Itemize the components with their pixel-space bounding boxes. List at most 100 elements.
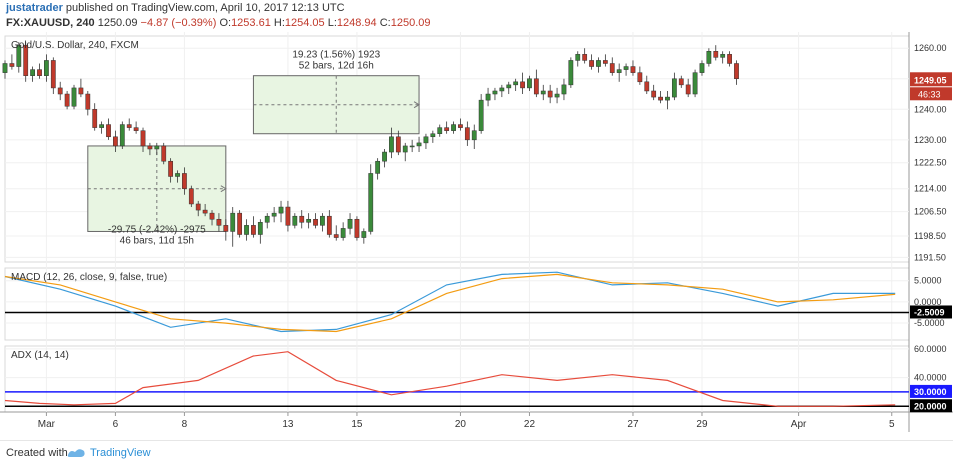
candle[interactable]	[292, 213, 298, 229]
candle[interactable]	[513, 78, 519, 91]
candle[interactable]	[168, 158, 174, 183]
candle[interactable]	[223, 219, 229, 241]
candle[interactable]	[540, 84, 546, 101]
candle[interactable]	[471, 124, 477, 149]
candle[interactable]	[499, 84, 505, 98]
candle[interactable]	[437, 124, 443, 137]
chart-canvas[interactable]: Mar 6 8 13 15 20 22 27 29 Apr 5 1191.50 1198.50 1206.…	[0, 32, 953, 440]
candle[interactable]	[547, 84, 553, 104]
candle[interactable]	[464, 121, 470, 146]
candle[interactable]	[409, 139, 415, 153]
candle[interactable]	[64, 90, 70, 110]
candle[interactable]	[113, 130, 118, 153]
candle[interactable]	[423, 133, 429, 149]
candle[interactable]	[306, 213, 312, 229]
candle[interactable]	[485, 87, 491, 107]
candle[interactable]	[506, 81, 512, 95]
candle[interactable]	[78, 78, 84, 98]
candle[interactable]	[361, 228, 367, 244]
candle[interactable]	[119, 121, 125, 149]
candle[interactable]	[575, 51, 581, 67]
candle[interactable]	[37, 63, 42, 79]
candle[interactable]	[658, 90, 663, 104]
candle[interactable]	[188, 185, 194, 208]
candle[interactable]	[202, 203, 208, 217]
candle[interactable]	[382, 149, 387, 168]
candle[interactable]	[623, 63, 629, 76]
candle[interactable]	[9, 54, 15, 70]
candle[interactable]	[430, 130, 436, 143]
candle[interactable]	[347, 213, 353, 235]
candle[interactable]	[126, 118, 132, 131]
candle[interactable]	[154, 142, 160, 156]
candle[interactable]	[44, 54, 49, 82]
candle[interactable]	[389, 127, 394, 159]
candle[interactable]	[16, 42, 22, 73]
candle[interactable]	[147, 142, 153, 156]
price-pane[interactable]: 1191.50 1198.50 1206.50 1214.00 1222.50 1230.…	[2, 40, 952, 262]
author-link[interactable]: justatrader	[6, 2, 63, 14]
candle[interactable]	[520, 72, 525, 95]
candle[interactable]	[685, 78, 691, 98]
candle[interactable]	[23, 42, 29, 82]
candle[interactable]	[395, 130, 401, 156]
candle[interactable]	[57, 81, 63, 101]
candle[interactable]	[161, 142, 167, 165]
candle[interactable]	[30, 66, 35, 82]
candle[interactable]	[195, 200, 201, 217]
candle[interactable]	[106, 118, 111, 140]
candle[interactable]	[368, 164, 374, 235]
candle[interactable]	[257, 219, 263, 244]
adx-pane[interactable]: 60.0000 40.0000 30.0000 20.0000 ADX (14, 14)	[4, 344, 952, 413]
candle[interactable]	[271, 207, 277, 223]
macd-pane[interactable]: 5.0000 0.0000 -5.0000-2.5009 MACD (12, 26, …	[4, 271, 952, 333]
candle[interactable]	[320, 213, 325, 232]
candle[interactable]	[492, 87, 498, 101]
candle[interactable]	[651, 84, 657, 101]
candle[interactable]	[85, 90, 91, 116]
candle[interactable]	[299, 210, 305, 229]
candle[interactable]	[706, 48, 712, 67]
candle[interactable]	[671, 72, 677, 101]
candle[interactable]	[237, 210, 243, 238]
tradingview-brand-link[interactable]: TradingView	[90, 447, 151, 459]
candle[interactable]	[2, 60, 8, 79]
candle[interactable]	[527, 75, 532, 91]
candle[interactable]	[644, 75, 650, 95]
candle[interactable]	[713, 45, 719, 61]
candle[interactable]	[92, 103, 98, 131]
candle[interactable]	[589, 54, 594, 70]
candle[interactable]	[582, 48, 588, 64]
candle[interactable]	[50, 57, 56, 95]
candle[interactable]	[313, 213, 318, 229]
candle[interactable]	[354, 216, 360, 241]
candle[interactable]	[554, 87, 560, 104]
candle[interactable]	[251, 216, 256, 238]
candle[interactable]	[678, 75, 684, 88]
candle[interactable]	[278, 200, 284, 223]
candle[interactable]	[133, 121, 139, 134]
candle[interactable]	[402, 142, 408, 162]
candle[interactable]	[616, 63, 622, 82]
candle[interactable]	[458, 118, 463, 131]
candle[interactable]	[561, 78, 567, 101]
candle[interactable]	[727, 51, 732, 67]
candle[interactable]	[326, 210, 332, 238]
candle[interactable]	[230, 207, 236, 247]
candle[interactable]	[244, 219, 249, 241]
candle[interactable]	[375, 158, 381, 180]
candle[interactable]	[451, 121, 456, 134]
candle[interactable]	[699, 60, 705, 76]
candle[interactable]	[720, 51, 726, 64]
candle[interactable]	[416, 136, 422, 153]
candle[interactable]	[333, 225, 339, 241]
candle[interactable]	[637, 66, 643, 85]
candle[interactable]	[568, 57, 574, 88]
candle[interactable]	[285, 200, 291, 232]
candle[interactable]	[734, 60, 739, 85]
candle[interactable]	[99, 121, 104, 134]
candle[interactable]	[340, 222, 346, 241]
candle[interactable]	[692, 69, 698, 98]
candle[interactable]	[596, 57, 601, 73]
